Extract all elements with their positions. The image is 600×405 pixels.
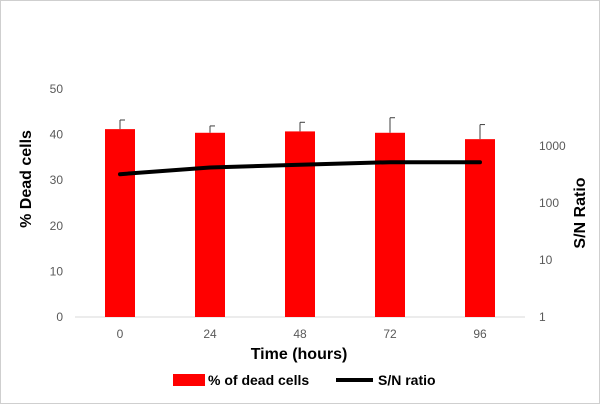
y2-axis-title: S/N Ratio (572, 177, 589, 248)
legend-label-bars: % of dead cells (208, 372, 309, 388)
left-axis-ticks: 0 10 20 30 40 50 (50, 82, 64, 324)
legend: % of dead cells S/N ratio (173, 372, 436, 388)
y-tick-label: 30 (50, 173, 64, 187)
y-tick-label: 20 (50, 219, 64, 233)
error-bars (119, 117, 485, 140)
x-tick-label: 0 (117, 327, 124, 341)
bar-series (105, 129, 495, 317)
right-axis-ticks: 1 10 100 1000 (539, 139, 566, 324)
y2-tick-label: 1000 (539, 139, 566, 153)
y-tick-label: 50 (50, 82, 64, 96)
x-tick-label: 96 (473, 327, 487, 341)
y-tick-label: 0 (56, 310, 63, 324)
x-axis-ticks: 0 24 48 72 96 (117, 327, 487, 341)
legend-swatch-bars (173, 374, 205, 386)
y2-tick-label: 100 (539, 196, 559, 210)
y-axis-title: % Dead cells (18, 130, 35, 228)
x-tick-label: 24 (203, 327, 217, 341)
sn-ratio-line (118, 160, 482, 177)
x-axis-title: Time (hours) (251, 346, 348, 363)
bar (195, 132, 225, 317)
y-tick-label: 10 (50, 264, 64, 278)
y-tick-label: 40 (50, 128, 64, 142)
y2-tick-label: 1 (539, 310, 546, 324)
bar (465, 139, 495, 317)
x-tick-label: 48 (293, 327, 307, 341)
bar (285, 131, 315, 317)
y2-tick-label: 10 (539, 253, 553, 267)
bar (105, 129, 135, 317)
x-tick-label: 72 (383, 327, 397, 341)
legend-label-line: S/N ratio (378, 372, 436, 388)
